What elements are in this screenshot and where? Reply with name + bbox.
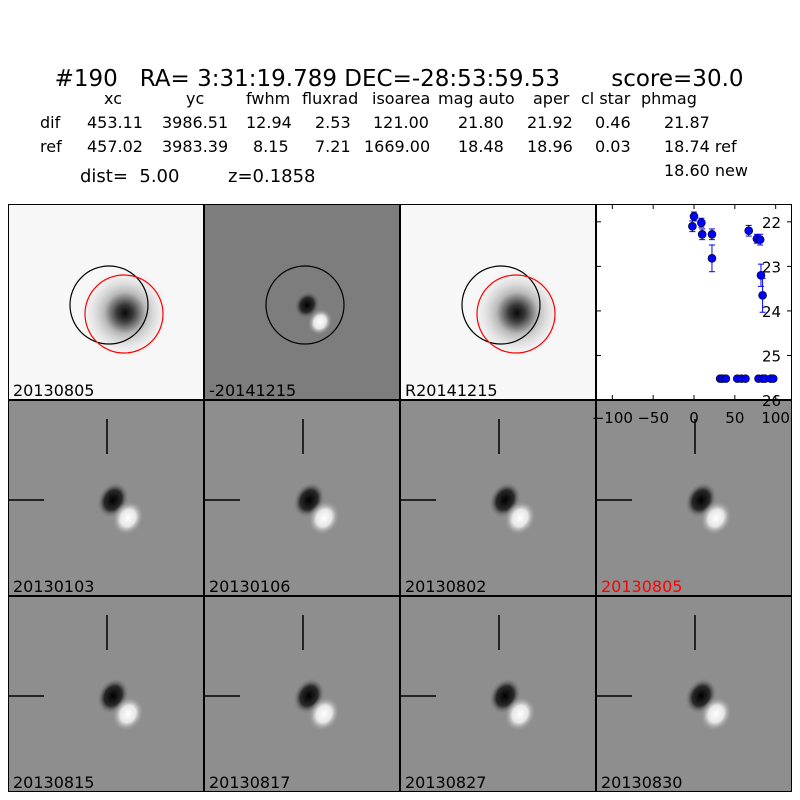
cell: 0.03 (595, 137, 631, 156)
row-label: dif (40, 113, 61, 132)
cell: 457.02 (87, 137, 143, 156)
y-tick-label: 24 (762, 303, 781, 321)
stamp-image (9, 597, 203, 791)
image-stamp: 20130830 (596, 596, 792, 792)
cell: 0.46 (595, 113, 631, 132)
y-tick-label: 26 (762, 392, 781, 410)
x-tick-label: −100 (592, 409, 633, 427)
cell: 21.80 (458, 113, 504, 132)
col-header-aper: aper (533, 89, 570, 108)
candidate-title: #190 RA= 3:31:19.789 DEC=-28:53:59.53 sc… (40, 40, 744, 92)
data-point (758, 291, 767, 300)
y-tick-label: 22 (762, 214, 781, 232)
image-stamp: 20130106 (204, 400, 400, 596)
image-stamp: 20130805 (596, 400, 792, 596)
x-tick-label: 100 (761, 409, 790, 427)
x-tick-label: −50 (637, 409, 669, 427)
image-stamp: -20141215 (204, 204, 400, 400)
col-header-phmag: phmag (641, 89, 697, 108)
dec-text: DEC=-28:53:59.53 (344, 66, 561, 92)
data-point (707, 254, 717, 263)
cell: 2.53 (315, 113, 351, 132)
cell: 1669.00 (364, 137, 431, 156)
data-point (689, 212, 699, 221)
stamp-date-label: 20130817 (209, 773, 291, 792)
data-point (688, 221, 697, 231)
col-header-yc: yc (186, 89, 205, 108)
cell: 21.92 (527, 113, 573, 132)
y-tick-label: 23 (762, 258, 781, 276)
stamp-date-label: 20130805 (13, 381, 95, 400)
col-header-fluxrad: fluxrad (302, 89, 359, 108)
stamp-date-label: 20130106 (209, 577, 291, 596)
stamp-date-label: 20130830 (601, 773, 683, 792)
stamp-image (401, 401, 595, 595)
cell: 121.00 (373, 113, 429, 132)
stamp-image (205, 205, 399, 399)
redshift-text: z=0.1858 (228, 166, 316, 187)
stamp-image (597, 401, 791, 595)
cell: 21.87 (664, 113, 710, 132)
light-curve-svg: 22 23 24 25 26 −100 −50 0 50 100 (592, 204, 792, 427)
dist-text: dist= 5.00 (80, 166, 180, 187)
col-header-isoarea: isoarea (372, 89, 431, 108)
image-stamp: 20130805 (8, 204, 204, 400)
data-point (741, 374, 750, 383)
image-stamp: 20130827 (400, 596, 596, 792)
data-point (697, 218, 706, 228)
score-text: score=30.0 (611, 66, 744, 92)
data-point (721, 374, 731, 383)
x-tick-label: 50 (725, 409, 744, 427)
cell: 18.96 (527, 137, 573, 156)
image-stamp: 20130815 (8, 596, 204, 792)
data-point (768, 374, 778, 383)
cell: 12.94 (246, 113, 292, 132)
x-tick-label: 0 (689, 409, 699, 427)
data-point (697, 229, 707, 239)
stamp-image (205, 597, 399, 791)
stamp-image (9, 205, 203, 399)
col-header-xc: xc (104, 89, 122, 108)
ra-text: RA= 3:31:19.789 (139, 66, 337, 92)
stamp-date-label: 20130827 (405, 773, 487, 792)
stamp-image (401, 597, 595, 791)
col-header-cl-star: cl star (581, 89, 631, 108)
light-curve-chart: 22 23 24 25 26 −100 −50 0 50 100 (592, 204, 792, 427)
stamp-image (401, 205, 595, 399)
new-mag: 18.60 new (664, 161, 748, 180)
stamp-date-label: 20130103 (13, 577, 95, 596)
image-stamp: R20141215 (400, 204, 596, 400)
cell: 453.11 (87, 113, 143, 132)
cell: 3986.51 (162, 113, 229, 132)
stamp-date-label: 20130815 (13, 773, 95, 792)
cell: 3983.39 (162, 137, 229, 156)
stamp-date-label: R20141215 (405, 381, 498, 400)
data-point (756, 270, 766, 280)
stamp-image (9, 401, 203, 595)
col-header-fwhm: fwhm (246, 89, 291, 108)
candidate-id: #190 (54, 66, 118, 92)
row-label: ref (40, 137, 62, 156)
stamp-date-label: -20141215 (209, 381, 297, 400)
stamp-date-label: 20130805 (601, 577, 683, 596)
image-stamp: 20130103 (8, 400, 204, 596)
col-header-mag-auto: mag auto (438, 89, 515, 108)
image-stamp: 20130802 (400, 400, 596, 596)
cell: 18.48 (458, 137, 504, 156)
stamp-image (597, 597, 791, 791)
cell: 8.15 (253, 137, 289, 156)
stamp-image (205, 401, 399, 595)
cell: 18.74 ref (664, 137, 737, 156)
y-tick-label: 25 (762, 347, 781, 365)
data-point (744, 226, 754, 236)
data-point (707, 229, 717, 239)
data-point (755, 235, 765, 244)
stamp-date-label: 20130802 (405, 577, 487, 596)
image-stamp: 20130817 (204, 596, 400, 792)
stamp-grid: 20130805 -20141215 R20141215 20130103 201301… (8, 204, 792, 792)
cell: 7.21 (315, 137, 351, 156)
